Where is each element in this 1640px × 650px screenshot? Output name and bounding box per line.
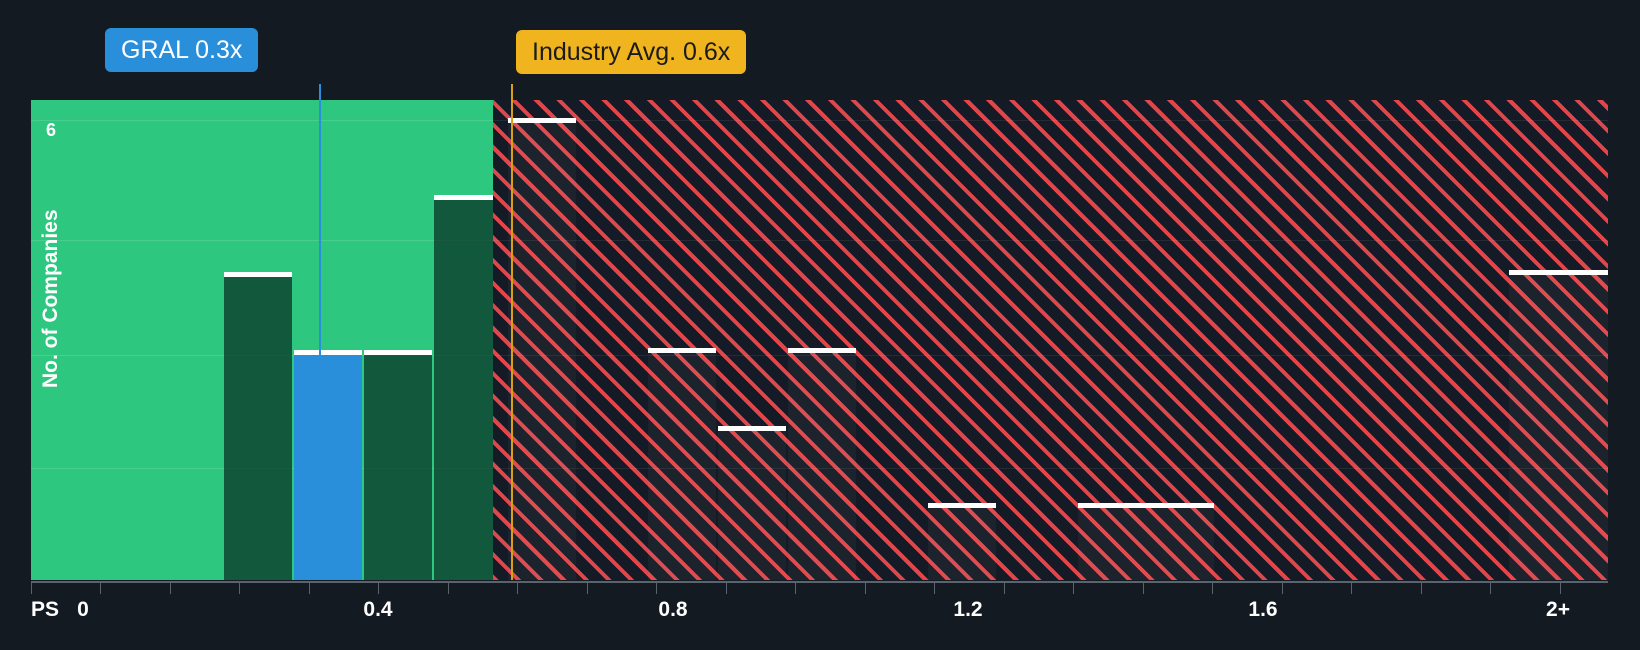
bar[interactable]: [1078, 503, 1146, 580]
gridline: [31, 120, 493, 121]
x-axis-tick: [1212, 583, 1213, 594]
x-tick-label-04: 0.4: [363, 598, 393, 621]
bar-cap: [224, 272, 292, 277]
x-axis-tick: [587, 583, 588, 594]
x-axis-tick: [865, 583, 866, 594]
x-axis-tick: [448, 583, 449, 594]
bar-cap: [788, 348, 856, 353]
bar-gral[interactable]: [294, 350, 362, 580]
bar-cap: [364, 350, 432, 355]
bar-cap: [718, 426, 786, 431]
undervalued-zone: 6: [31, 100, 502, 580]
bar-cap: [648, 348, 716, 353]
bar-cap: [928, 503, 996, 508]
bar-cap: [294, 350, 362, 355]
x-tick-label-2plus: 2+: [1546, 598, 1570, 621]
x-axis-tick: [170, 583, 171, 594]
x-axis-tick: [934, 583, 935, 594]
x-axis-tick: [1143, 583, 1144, 594]
x-tick-label-16: 1.6: [1248, 598, 1278, 621]
bar-cap: [1078, 503, 1146, 508]
gral-callout-label: GRAL 0.3x: [121, 35, 243, 64]
x-axis-tick: [517, 583, 518, 594]
gral-marker-line: [319, 84, 321, 580]
bar-cap: [508, 118, 576, 123]
x-axis-prefix-label: PS: [31, 598, 60, 621]
industry-avg-callout-label: Industry Avg. 0.6x: [532, 37, 731, 66]
bar[interactable]: [718, 426, 786, 580]
gridline: [493, 468, 1608, 469]
bar[interactable]: [788, 348, 856, 580]
bar-cap: [1509, 270, 1608, 275]
x-axis-tick: [1004, 583, 1005, 594]
industry-avg-marker-line: [511, 84, 513, 580]
bar[interactable]: [648, 348, 716, 580]
bar-cap: [434, 195, 502, 200]
x-tick-label-0: 0: [77, 598, 89, 621]
x-axis-tick: [1490, 583, 1491, 594]
x-tick-label-08: 0.8: [658, 598, 688, 621]
industry-avg-callout[interactable]: Industry Avg. 0.6x: [516, 30, 747, 74]
overvalued-zone: [493, 100, 1608, 580]
bar[interactable]: [434, 195, 502, 580]
bar[interactable]: [928, 503, 996, 580]
bar[interactable]: [1146, 503, 1214, 580]
x-axis-line: [31, 581, 1608, 583]
bar[interactable]: [1509, 270, 1608, 580]
bar[interactable]: [224, 272, 292, 580]
x-axis-tick: [1282, 583, 1283, 594]
bar[interactable]: [364, 350, 432, 580]
gridline: [31, 240, 493, 241]
x-axis-tick: [1073, 583, 1074, 594]
x-axis-tick: [656, 583, 657, 594]
x-axis-tick: [100, 583, 101, 594]
gridline: [493, 240, 1608, 241]
bar[interactable]: [508, 118, 576, 580]
y-axis-label: No. of Companies: [39, 209, 62, 388]
x-axis-tick: [378, 583, 379, 594]
x-axis-tick: [31, 583, 32, 594]
gridline: [493, 355, 1608, 356]
y-tick-label-6: 6: [46, 120, 57, 140]
gridline: [493, 120, 1608, 121]
x-axis-tick: [309, 583, 310, 594]
x-tick-label-12: 1.2: [953, 598, 983, 621]
x-axis-tick: [1421, 583, 1422, 594]
x-axis-tick: [1560, 583, 1561, 594]
x-axis-tick: [795, 583, 796, 594]
x-axis-tick: [239, 583, 240, 594]
x-axis-tick: [726, 583, 727, 594]
x-axis-tick: [1351, 583, 1352, 594]
gral-callout[interactable]: GRAL 0.3x: [105, 28, 259, 72]
bar-cap: [1146, 503, 1214, 508]
